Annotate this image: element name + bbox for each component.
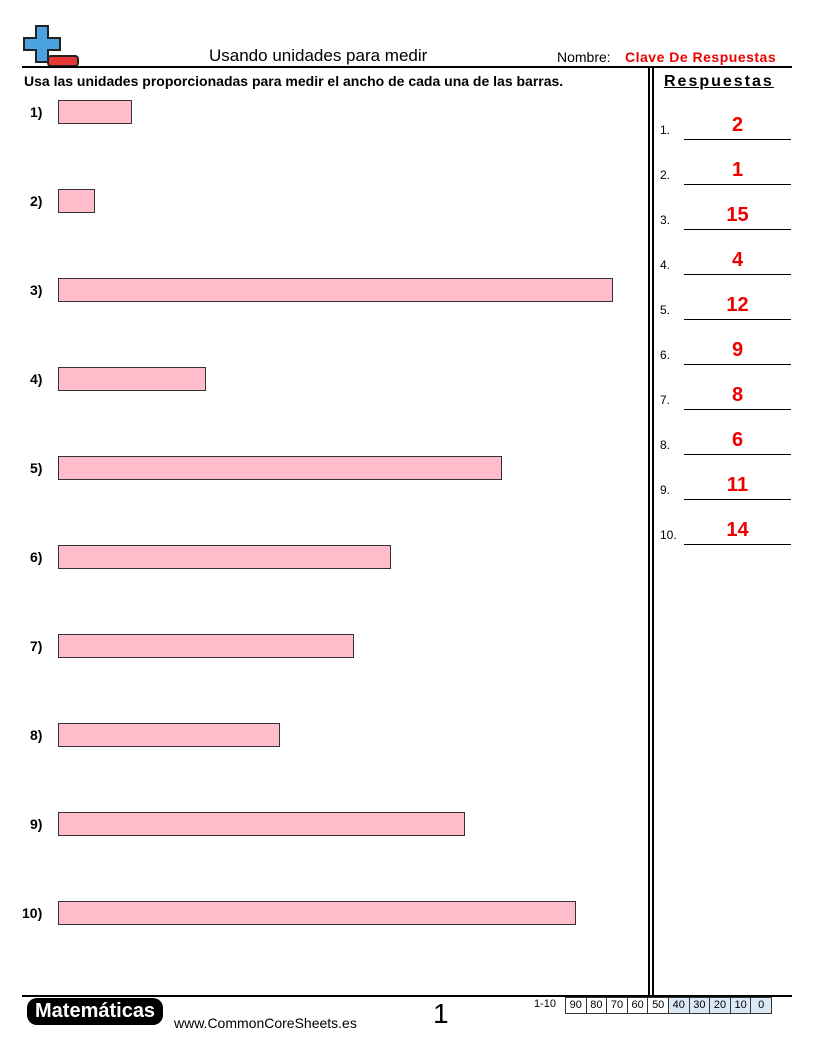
- answer-line: [684, 139, 791, 140]
- score-cell: 10: [729, 997, 752, 1014]
- answer-label: 1.: [660, 123, 671, 137]
- answer-value: 8: [731, 384, 744, 406]
- problem-label: 4): [30, 371, 43, 387]
- score-cell: 70: [606, 997, 628, 1014]
- bar: [58, 278, 613, 302]
- answer-value: 9: [731, 339, 744, 361]
- answer-value: 15: [726, 204, 749, 226]
- answer-label: 8.: [660, 438, 671, 452]
- answer-value: 12: [726, 294, 749, 316]
- score-label: 1-10: [534, 998, 557, 1010]
- brand: Matemáticas: [27, 998, 164, 1025]
- problem-label: 9): [30, 816, 43, 832]
- bar: [58, 545, 391, 569]
- bar: [58, 723, 280, 747]
- answer-label: 10.: [660, 528, 677, 542]
- answer-label: 2.: [660, 168, 671, 182]
- problem-label: 6): [30, 549, 43, 565]
- name-value: Clave De Respuestas: [625, 49, 777, 65]
- bar: [58, 901, 576, 925]
- answer-value: 6: [731, 429, 744, 451]
- footer-rule: [22, 995, 792, 997]
- header-rule: [22, 66, 792, 68]
- answer-line: [684, 364, 791, 365]
- problem-label: 3): [30, 282, 43, 298]
- bar: [58, 456, 502, 480]
- answer-value: 4: [731, 249, 744, 271]
- divider: [652, 68, 654, 995]
- problem-label: 5): [30, 460, 43, 476]
- score-cell: 20: [709, 997, 731, 1014]
- site: www.CommonCoreSheets.es: [174, 1015, 357, 1031]
- score-cell: 40: [668, 997, 690, 1014]
- answer-line: [684, 184, 791, 185]
- divider: [648, 68, 650, 995]
- answer-line: [684, 229, 791, 230]
- problem-label: 7): [30, 638, 43, 654]
- problem-label: 2): [30, 193, 43, 209]
- problem-label: 10): [22, 905, 43, 921]
- answer-label: 4.: [660, 258, 671, 272]
- answer-label: 3.: [660, 213, 671, 227]
- title: Usando unidades para medir: [209, 46, 428, 65]
- answer-value: 14: [726, 519, 749, 541]
- bar: [58, 100, 132, 124]
- name-label: Nombre:: [557, 49, 611, 65]
- answer-line: [684, 544, 791, 545]
- page-number: 1: [433, 998, 449, 1029]
- score-cell: 50: [647, 997, 669, 1014]
- answer-label: 9.: [660, 483, 671, 497]
- answer-line: [684, 409, 791, 410]
- answers-title: Respuestas: [664, 73, 774, 90]
- answer-line: [684, 454, 791, 455]
- score-cell: 0: [750, 997, 772, 1014]
- answer-label: 6.: [660, 348, 671, 362]
- problem-label: 1): [30, 104, 43, 120]
- logo: [23, 25, 79, 67]
- answer-line: [684, 274, 791, 275]
- instructions: Usa las unidades proporcionadas para med…: [24, 73, 564, 89]
- problem-label: 8): [30, 727, 43, 743]
- score-cell: 80: [585, 997, 608, 1014]
- answer-line: [684, 319, 791, 320]
- answer-line: [684, 499, 791, 500]
- bar: [58, 189, 95, 213]
- score-cell: 30: [688, 997, 711, 1014]
- bar: [58, 812, 465, 836]
- answer-label: 7.: [660, 393, 671, 407]
- score-cell: 60: [626, 997, 649, 1014]
- answer-value: 11: [726, 474, 749, 496]
- answer-value: 1: [731, 159, 744, 181]
- answer-value: 2: [731, 114, 744, 136]
- score-cell: 90: [565, 997, 587, 1014]
- bar: [58, 634, 354, 658]
- answer-label: 5.: [660, 303, 671, 317]
- bar: [58, 367, 206, 391]
